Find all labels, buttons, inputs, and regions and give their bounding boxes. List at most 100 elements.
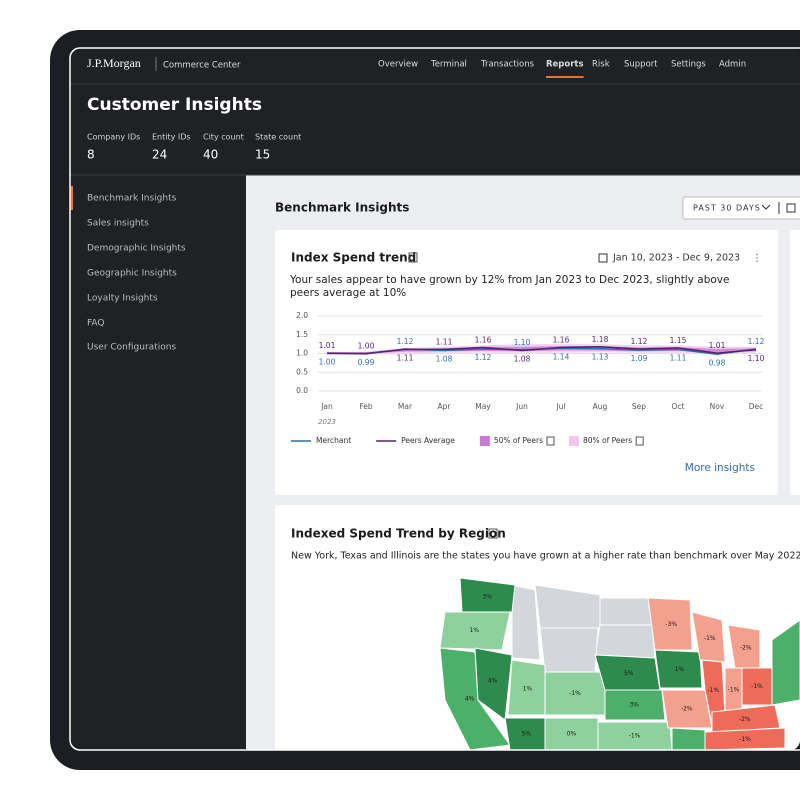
- value-label: 1.00: [319, 358, 336, 367]
- map-state: [604, 689, 666, 721]
- screen: J.P.Morgan Commerce Center Customer Insi…: [70, 48, 800, 750]
- map-label: 1%: [674, 666, 684, 673]
- nav-item[interactable]: Risk: [592, 60, 610, 70]
- sidebar-item[interactable]: Sales insights: [87, 219, 149, 229]
- range-button-label[interactable]: PAST 30 DAYS: [693, 204, 761, 213]
- nav-item[interactable]: Support: [624, 60, 658, 70]
- map-state: [439, 611, 511, 651]
- nav-item[interactable]: Transactions: [480, 60, 535, 70]
- map-label: -2%: [739, 716, 751, 723]
- sidebar-item[interactable]: Demographic Insights: [87, 244, 186, 254]
- map-label: 1%: [469, 627, 479, 634]
- x-sublabel: 2023: [318, 418, 336, 426]
- map-state: [647, 597, 693, 651]
- logo[interactable]: J.P.Morgan: [87, 56, 141, 70]
- screen-border: [69, 47, 800, 751]
- stat-label: State count: [255, 133, 301, 142]
- value-label: 0.98: [709, 358, 726, 367]
- map-label: -2%: [740, 644, 752, 651]
- map-label: -1%: [707, 687, 719, 694]
- card-description: New York, Texas and Illinois are the sta…: [291, 551, 800, 562]
- map-state: [459, 577, 516, 613]
- y-tick-label: 0.0: [296, 386, 308, 395]
- nav-item[interactable]: Admin: [719, 60, 746, 70]
- nav-active-indicator: [546, 76, 584, 78]
- value-label: 1.00: [358, 342, 375, 351]
- map-state: [504, 717, 546, 750]
- info-icon[interactable]: [408, 252, 418, 263]
- menu-icon[interactable]: ⋮: [752, 253, 762, 264]
- x-tick-label: Dec: [749, 402, 764, 411]
- value-label: 1.14: [553, 352, 570, 361]
- value-label: 1.16: [553, 336, 570, 345]
- nav-item[interactable]: Overview: [378, 60, 418, 70]
- y-tick-label: 1.0: [296, 349, 308, 358]
- x-tick-label: Sep: [632, 402, 646, 411]
- sidebar-item[interactable]: Benchmark Insights: [87, 194, 177, 204]
- nav-item[interactable]: Terminal: [430, 60, 467, 70]
- map-state: [539, 627, 599, 673]
- map-state: [671, 727, 706, 750]
- map-state: [544, 717, 599, 750]
- x-tick-label: Mar: [398, 402, 413, 411]
- map-label: 3%: [629, 702, 639, 709]
- x-tick-label: May: [475, 402, 491, 411]
- value-label: 1.13: [592, 353, 609, 362]
- more-insights-link[interactable]: More insights: [685, 462, 755, 474]
- spend-card: [275, 230, 778, 495]
- y-tick-label: 2.0: [296, 311, 308, 320]
- calendar-icon: [598, 253, 608, 263]
- date-range: Jan 10, 2023 - Dec 9, 2023: [612, 253, 740, 264]
- map-unlabeled: [511, 584, 800, 750]
- map-state: [597, 721, 673, 750]
- value-label: 1.01: [709, 341, 726, 350]
- series-line: [326, 345, 757, 355]
- info-icon[interactable]: [635, 436, 644, 446]
- x-tick-label: Apr: [438, 402, 452, 411]
- stat-label: Company IDs: [87, 133, 140, 142]
- x-tick-label: Jul: [555, 402, 565, 411]
- product-name: Commerce Center: [163, 61, 241, 71]
- section-title: Benchmark Insights: [275, 201, 409, 215]
- nav-item[interactable]: Settings: [671, 60, 706, 70]
- card-description: Your sales appear to have grown by 12% f…: [290, 274, 730, 299]
- map-state: [594, 624, 656, 659]
- stat-label: Entity IDs: [152, 133, 191, 142]
- value-label: 1.08: [514, 355, 531, 364]
- card-title: Indexed Spend Trend by Region: [291, 527, 506, 541]
- sidebar-item[interactable]: Geographic Insights: [87, 269, 177, 279]
- legend-swatch: [569, 436, 579, 446]
- map-state: [691, 611, 726, 663]
- sidebar-item[interactable]: FAQ: [87, 319, 104, 329]
- sidebar-item[interactable]: User Configurations: [87, 343, 176, 353]
- info-icon[interactable]: [488, 528, 498, 539]
- range-button[interactable]: [682, 196, 800, 220]
- map-label: -1%: [629, 733, 641, 740]
- value-label: 1.11: [397, 353, 414, 362]
- legend-swatch: [479, 436, 490, 446]
- value-label: 1.12: [397, 337, 414, 346]
- value-label: 1.10: [748, 354, 765, 363]
- page-title: Customer Insights: [87, 95, 262, 115]
- info-icon[interactable]: [546, 436, 555, 446]
- nav-item[interactable]: Reports: [546, 60, 584, 70]
- map-state: [511, 584, 541, 661]
- value-label: 1.15: [670, 336, 687, 345]
- sidebar-item[interactable]: Loyalty Insights: [87, 294, 158, 304]
- value-label: 1.12: [475, 353, 492, 362]
- value-label: 1.11: [670, 353, 687, 362]
- legend-label: 50% of Peers: [494, 436, 543, 445]
- value-label: 0.99: [358, 358, 375, 367]
- y-tick-label: 0.5: [296, 367, 308, 376]
- stat-value: 24: [152, 148, 167, 162]
- calendar-icon[interactable]: [786, 203, 796, 213]
- stat-value: 8: [87, 148, 95, 162]
- map-state: [654, 649, 703, 689]
- legend-label: Merchant: [316, 436, 351, 445]
- map-label: -1%: [739, 736, 751, 743]
- description-box: Your sales appear to have grown by 12% f…: [290, 274, 730, 299]
- card-title: Index Spend trend: [291, 251, 416, 265]
- x-tick-label: Jan: [320, 402, 333, 411]
- map-label: 5%: [624, 670, 634, 677]
